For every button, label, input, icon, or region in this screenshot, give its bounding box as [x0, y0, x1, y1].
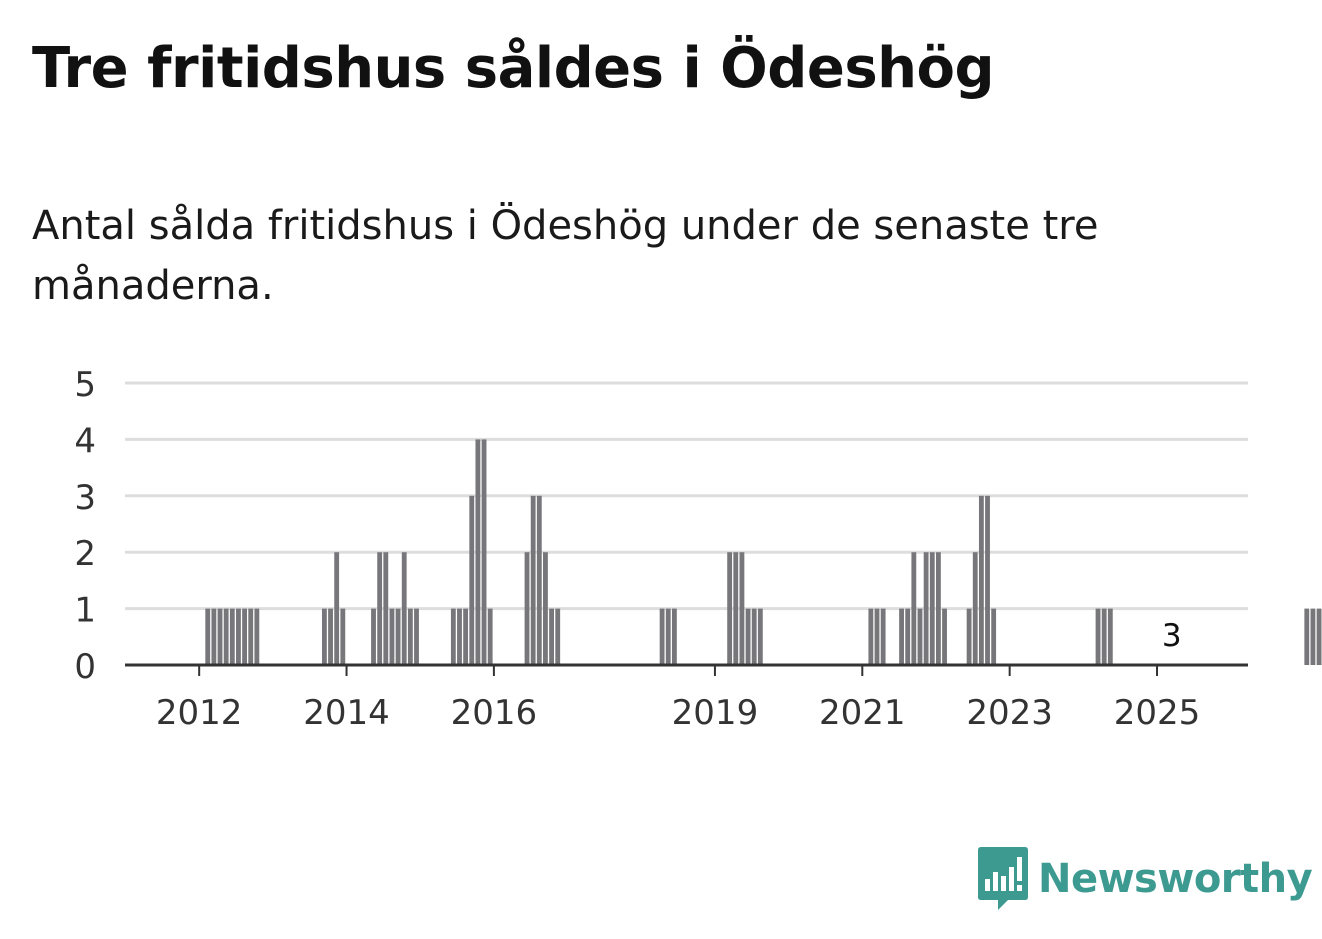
- chart-title: Tre fritidshus såldes i Ödeshög: [32, 36, 995, 101]
- bar: [659, 608, 665, 665]
- bar: [389, 608, 395, 665]
- x-tick-label: 2021: [819, 693, 906, 733]
- bar: [978, 495, 984, 665]
- bar: [966, 608, 972, 665]
- bar: [248, 608, 254, 665]
- highlight-value-label: 3: [1162, 618, 1182, 654]
- bar: [383, 552, 389, 665]
- y-tick-label: 1: [74, 591, 96, 631]
- bar: [377, 552, 383, 665]
- label-layer: 0 1 2 3 4 5 3 2012 2014 2016 2019 2021 2023 2025: [74, 365, 1200, 733]
- bar: [1095, 608, 1101, 665]
- bar: [229, 608, 235, 665]
- bar: [1304, 608, 1310, 665]
- bar: [985, 495, 990, 665]
- bar: [254, 608, 260, 665]
- bar: [874, 608, 880, 665]
- bar: [530, 495, 536, 665]
- bar: [972, 552, 978, 665]
- bar: [899, 608, 904, 665]
- bar: [751, 608, 757, 665]
- bar: [328, 608, 333, 665]
- bar: [524, 552, 530, 665]
- x-tick-label: 2016: [451, 693, 538, 733]
- chart-subtitle: Antal sålda fritidshus i Ödeshög under d…: [32, 203, 1099, 309]
- y-tick-label: 0: [74, 647, 96, 687]
- y-tick-label: 5: [74, 365, 96, 405]
- grid-layer: [125, 381, 1248, 611]
- y-tick-label: 2: [74, 534, 96, 574]
- bar: [727, 552, 733, 665]
- bar: [991, 608, 997, 665]
- bar: [481, 439, 487, 665]
- bar: [321, 608, 327, 665]
- bar: [917, 608, 923, 665]
- newsworthy-logo-icon: [978, 847, 1028, 910]
- bar: [549, 608, 554, 665]
- bar: [911, 552, 917, 665]
- bar: [469, 495, 475, 665]
- y-tick-label: 3: [74, 478, 96, 518]
- bar: [475, 439, 481, 665]
- bar: [450, 608, 456, 665]
- bar: [942, 608, 947, 665]
- bar: [242, 608, 247, 665]
- bar: [236, 608, 241, 665]
- bar: [1310, 608, 1316, 665]
- bar: [217, 608, 223, 665]
- bar: [401, 552, 407, 665]
- bar: [905, 608, 911, 665]
- bar: [334, 552, 340, 665]
- axis-layer: [125, 663, 1248, 676]
- bar: [463, 608, 469, 665]
- bar: [223, 608, 229, 665]
- bar: [665, 608, 671, 665]
- bar: [739, 552, 745, 665]
- bar: [1101, 608, 1107, 665]
- bar: [395, 608, 401, 665]
- bar: [457, 608, 462, 665]
- x-tick-label: 2025: [1114, 693, 1201, 733]
- bar: [407, 608, 413, 665]
- bar: [340, 608, 346, 665]
- y-tick-label: 4: [74, 421, 96, 461]
- bar: [745, 608, 751, 665]
- bar: [414, 608, 419, 665]
- bar: [880, 608, 886, 665]
- bar: [1316, 608, 1322, 665]
- bar: [929, 552, 935, 665]
- bar: [211, 608, 217, 665]
- brand[interactable]: Newsworthy: [978, 846, 1313, 912]
- bar-layer: [205, 439, 1322, 665]
- bar: [1107, 608, 1113, 665]
- x-tick-label: 2012: [156, 693, 243, 733]
- bar: [487, 608, 493, 665]
- bar: [868, 608, 874, 665]
- bar: [757, 608, 763, 665]
- bar: [371, 608, 376, 665]
- bar: [923, 552, 929, 665]
- bar: [555, 608, 561, 665]
- bar: [935, 552, 941, 665]
- brand-name: Newsworthy: [1038, 856, 1313, 902]
- bar: [205, 608, 211, 665]
- bar: [671, 608, 677, 665]
- x-tick-label: 2014: [303, 693, 390, 733]
- bar: [543, 552, 548, 665]
- bar: [733, 552, 739, 665]
- x-tick-label: 2019: [672, 693, 759, 733]
- bar: [536, 495, 542, 665]
- x-tick-label: 2023: [966, 693, 1053, 733]
